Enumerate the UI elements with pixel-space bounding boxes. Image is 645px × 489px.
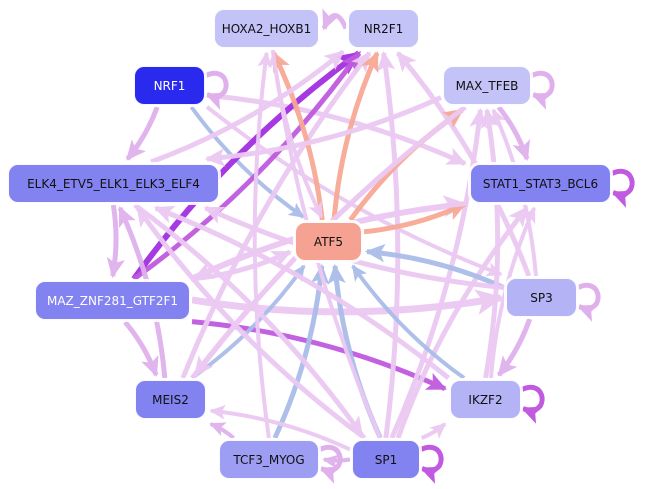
graph-edge-sp1-to-nr2f1 [376,50,401,439]
graph-self-loop-max_tfeb [528,70,555,110]
graph-edge-max_tfeb-to-elk4_etv5_elk1_elk3_elf4 [204,95,443,167]
graph-edge-sp1-to-stat1_stat3_bcl6 [395,206,529,439]
graph-node-maz_znf281_gtf2f1[interactable]: MAZ_ZNF281_GTF2F1 [35,281,190,320]
graph-node-stat1_stat3_bcl6[interactable]: STAT1_STAT3_BCL6 [470,164,611,203]
graph-edge-ikzf2-to-stat1_stat3_bcl6 [488,206,537,379]
graph-self-loop-ikzf2 [518,384,545,424]
graph-node-sp3[interactable]: SP3 [506,278,577,317]
graph-node-ikzf2[interactable]: IKZF2 [450,380,521,419]
node-label: ELK4_ETV5_ELK1_ELK3_ELF4 [27,176,200,191]
node-label: STAT1_STAT3_BCL6 [482,176,599,191]
graph-edge-sp3-to-nr2f1 [395,51,532,277]
graph-edge-sp1-to-elk4_etv5_elk1_elk3_elf4 [135,206,367,441]
graph-edge-ikzf2-to-atf5 [351,264,466,380]
graph-edge-tcf3_myog-to-hoxa2_hoxb1 [252,51,273,439]
graph-edge-maz_znf281_gtf2f1-to-meis2 [123,320,159,377]
graph-edge-elk4_etv5_elk1_elk3_elf4-to-maz_znf281_gtf2f1 [106,204,125,279]
graph-edge-nrf1-to-stat1_stat3_bcl6 [206,92,467,166]
graph-edge-sp1-to-meis2 [209,404,351,452]
graph-edge-elk4_etv5_elk1_elk3_elf4-to-nr2f1 [150,49,345,165]
graph-node-nrf1[interactable]: NRF1 [134,66,205,105]
graph-node-tcf3_myog[interactable]: TCF3_MYOG [219,440,319,479]
node-label: SP3 [530,290,553,305]
node-label: MEIS2 [152,392,189,407]
graph-self-loop-tcf3_myog [316,444,343,484]
graph-edge-atf5-to-hoxa2_hoxb1 [271,51,325,221]
graph-self-loop-sp3 [574,282,601,322]
graph-node-sp1[interactable]: SP1 [352,440,420,479]
graph-edge-nr2f1-to-hoxa2_hoxb1 [321,8,349,31]
graph-edge-elk4_etv5_elk1_elk3_elf4-to-sp1 [133,202,364,437]
graph-edge-ikzf2-to-max_tfeb [480,107,501,379]
graph-edge-sp1-to-max_tfeb [389,107,488,440]
graph-edge-atf5-to-stat1_stat3_bcl6 [363,201,467,235]
graph-self-loop-nrf1 [202,70,229,110]
node-label: IKZF2 [468,392,503,407]
graph-edge-meis2-to-nr2f1 [180,51,372,379]
graph-edge-tcf3_myog-to-meis2 [209,422,236,440]
graph-edge-sp1-to-tcf3_myog [322,454,351,470]
graph-node-nr2f1[interactable]: NR2F1 [348,9,419,48]
graph-node-elk4_etv5_elk1_elk3_elf4[interactable]: ELK4_ETV5_ELK1_ELK3_ELF4 [8,164,219,203]
graph-edge-nrf1-to-sp3 [205,105,503,277]
node-label: NRF1 [153,78,186,93]
node-label: TCF3_MYOG [233,452,305,467]
graph-edge-maz_znf281_gtf2f1-to-ikzf2 [191,319,447,392]
node-label: ATF5 [313,234,344,249]
node-label: HOXA2_HOXB1 [221,21,312,36]
graph-node-atf5[interactable]: ATF5 [295,222,362,261]
node-label: SP1 [374,452,398,467]
graph-edge-nrf1-to-elk4_etv5_elk1_elk3_elf4 [125,106,160,161]
graph-edge-sp3-to-ikzf2 [496,318,533,377]
graph-self-loop-sp1 [417,444,444,484]
graph-edge-hoxa2_hoxb1-to-atf5 [270,49,324,219]
graph-node-hoxa2_hoxb1[interactable]: HOXA2_HOXB1 [214,9,319,48]
graph-self-loop-stat1_stat3_bcl6 [608,168,635,208]
graph-edge-nrf1-to-atf5 [189,105,305,219]
node-label: NR2F1 [363,21,404,36]
node-label: MAX_TFEB [455,78,519,93]
graph-node-meis2[interactable]: MEIS2 [135,380,206,419]
node-label: MAZ_ZNF281_GTF2F1 [46,293,179,308]
graph-edge-max_tfeb-to-stat1_stat3_bcl6 [496,105,531,161]
graph-edge-sp3-to-atf5 [364,244,506,290]
graph-node-max_tfeb[interactable]: MAX_TFEB [443,66,531,105]
graph-edge-ikzf2-to-elk4_etv5_elk1_elk3_elf4 [153,205,451,380]
graph-edge-sp1-to-ikzf2 [420,422,447,440]
